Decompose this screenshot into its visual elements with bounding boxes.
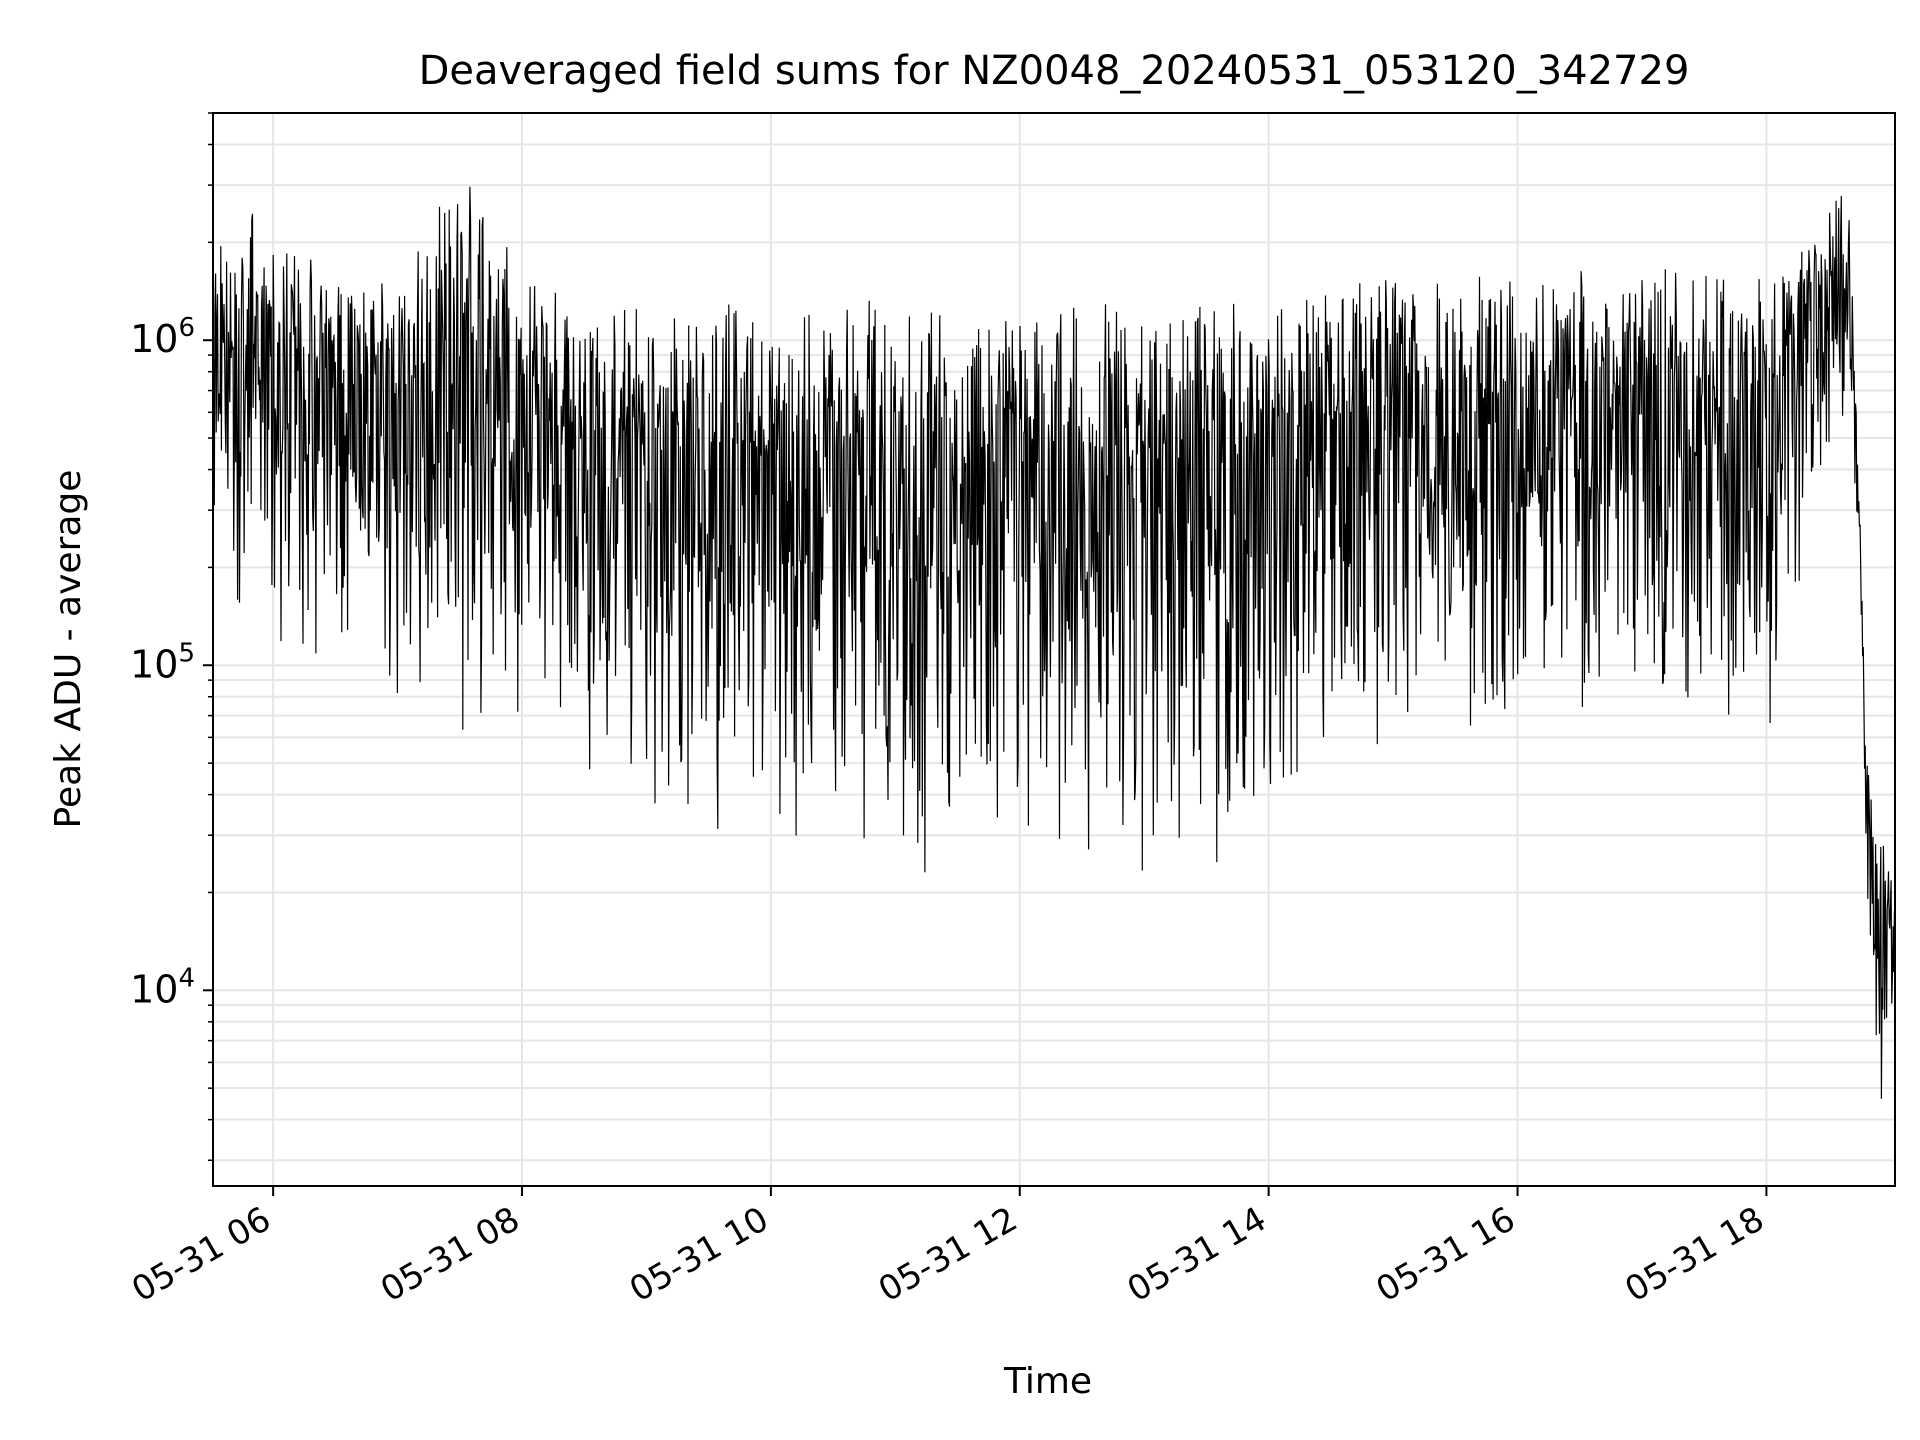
plot-frame: [212, 112, 1896, 1187]
y-tick-exponent: 6: [178, 313, 195, 343]
series-line: [212, 186, 1896, 1099]
y-tick-base: 10: [130, 967, 178, 1011]
y-axis-label: Peak ADU - average: [48, 470, 89, 829]
chart-title: Deaveraged field sums for NZ0048_2024053…: [419, 48, 1690, 94]
y-tick-label: 105: [130, 638, 195, 686]
y-tick-exponent: 5: [178, 638, 195, 668]
y-tick-exponent: 4: [178, 963, 195, 993]
series-layer: [212, 186, 1896, 1099]
y-tick-base: 10: [130, 317, 178, 361]
grid: [213, 112, 1895, 1186]
x-axis-label: Time: [1003, 1361, 1092, 1402]
y-tick-base: 10: [130, 642, 178, 686]
y-tick-label: 104: [130, 963, 195, 1011]
y-tick-label: 106: [130, 313, 195, 361]
